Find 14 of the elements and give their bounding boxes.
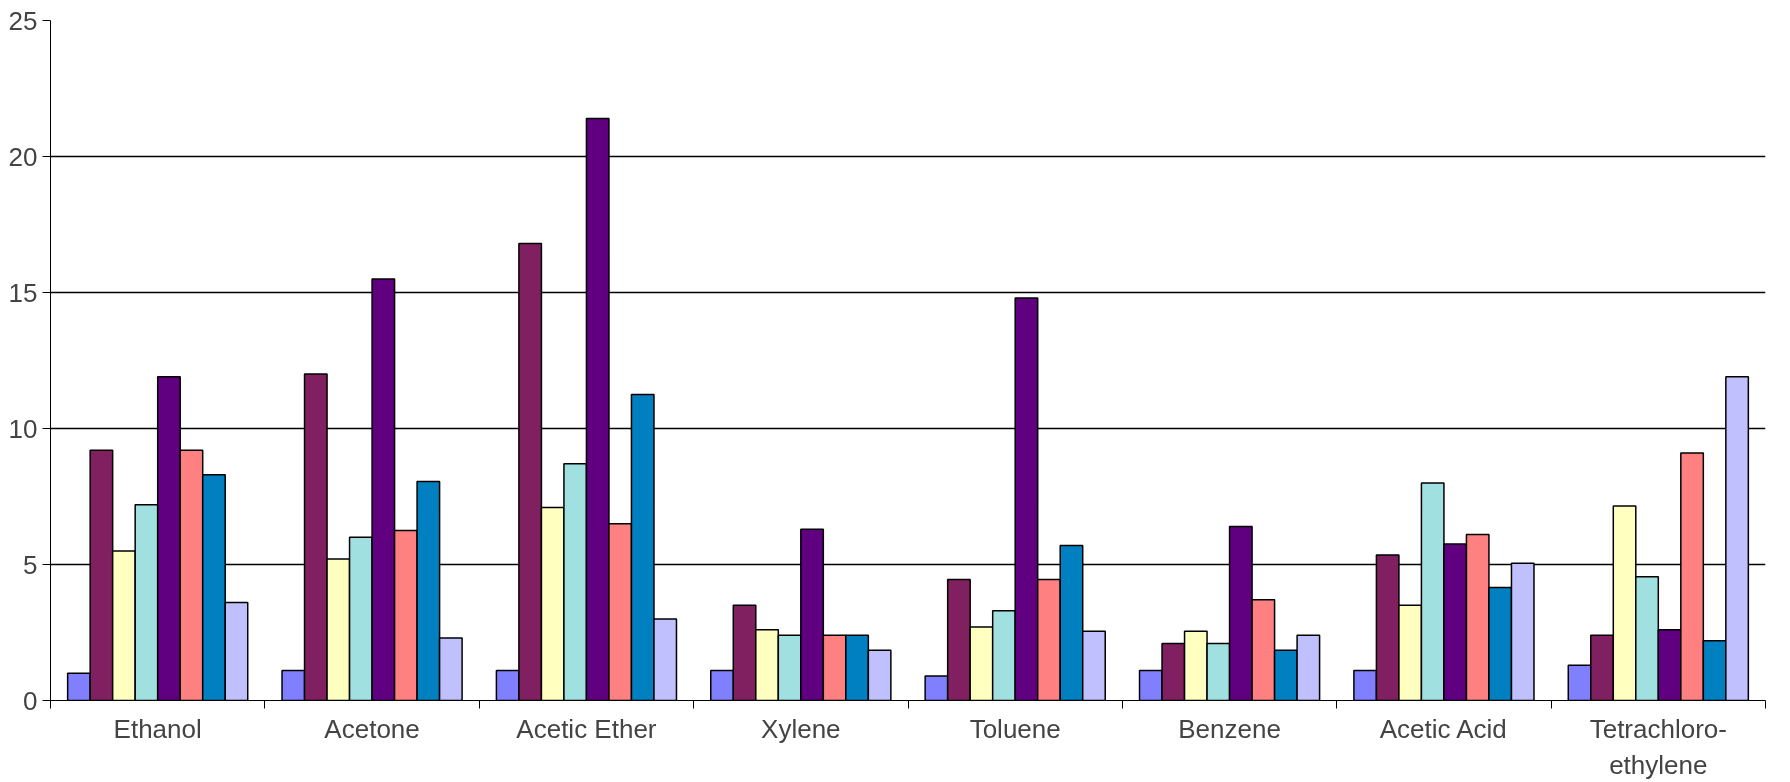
x-tick-label: Xylene	[761, 713, 841, 744]
x-tick-label: Toluene	[969, 713, 1061, 744]
y-tick-label: 20	[8, 141, 38, 172]
y-tick-label: 5	[23, 549, 38, 580]
x-tick-label: Acetic Ether	[516, 713, 657, 744]
y-tick-label: 15	[8, 277, 38, 308]
x-tick-label: Ethanol	[113, 713, 202, 744]
y-tick-label: 0	[23, 685, 38, 716]
y-tick-label: 25	[8, 5, 38, 36]
x-tick-label: Acetic Acid	[1379, 713, 1507, 744]
y-tick-label: 10	[8, 413, 38, 444]
x-tick-label: Acetone	[324, 713, 420, 744]
x-tick-label: Tetrachloro-ethylene	[1589, 713, 1727, 780]
x-tick-label: Benzene	[1178, 713, 1281, 744]
